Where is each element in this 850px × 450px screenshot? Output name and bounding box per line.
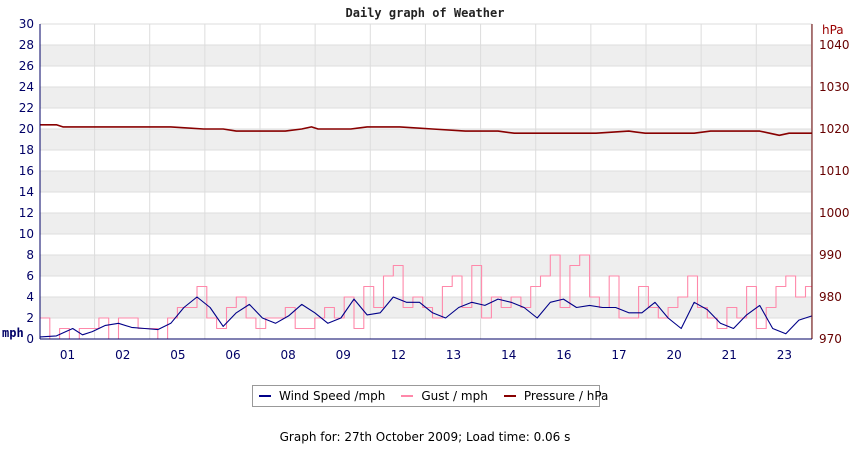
right-tick-label: 990 xyxy=(819,248,842,262)
grid-band xyxy=(40,213,812,234)
legend-item-wind: Wind Speed /mph xyxy=(259,389,385,403)
legend-label-wind: Wind Speed /mph xyxy=(279,389,386,403)
right-tick-label: 1030 xyxy=(819,80,850,94)
right-tick-label: 980 xyxy=(819,290,842,304)
left-tick-label: 26 xyxy=(19,59,34,73)
grid-bands xyxy=(40,45,812,318)
grid-band xyxy=(40,129,812,150)
series-line-wind xyxy=(39,296,813,338)
series-layer xyxy=(39,124,813,340)
x-tick-label: 23 xyxy=(777,348,792,362)
x-tick-label: 20 xyxy=(667,348,682,362)
left-tick-label: 2 xyxy=(26,311,34,325)
legend: Wind Speed /mph Gust / mph Pressure / hP… xyxy=(252,385,608,407)
legend-item-gust: Gust / mph xyxy=(401,389,488,403)
footer-status: Graph for: 27th October 2009; Load time:… xyxy=(279,430,571,444)
right-tick-label: 1000 xyxy=(819,206,850,220)
series-line-pressure xyxy=(40,124,812,137)
chart-title: Daily graph of Weather xyxy=(346,6,505,20)
x-tick-label: 02 xyxy=(115,348,130,362)
x-axis-ticks: 01 02 05 06 08 09 12 13 14 16 17 20 21 23 xyxy=(60,348,792,362)
left-tick-label: 14 xyxy=(19,185,34,199)
right-tick-label: 1010 xyxy=(819,164,850,178)
grid-band xyxy=(40,171,812,192)
x-tick-label: 21 xyxy=(722,348,737,362)
series-line-gust xyxy=(40,254,812,340)
x-tick-label: 08 xyxy=(281,348,296,362)
x-tick-label: 14 xyxy=(501,348,516,362)
left-tick-label: 30 xyxy=(19,17,34,31)
right-axis-unit: hPa xyxy=(822,23,844,37)
left-axis-unit: mph xyxy=(2,326,24,340)
x-tick-label: 06 xyxy=(225,348,240,362)
right-tick-label: 1020 xyxy=(819,122,850,136)
x-tick-label: 16 xyxy=(556,348,571,362)
left-tick-label: 6 xyxy=(26,269,34,283)
legend-label-pressure: Pressure / hPa xyxy=(523,389,609,403)
x-tick-label: 05 xyxy=(170,348,185,362)
left-tick-label: 24 xyxy=(19,80,34,94)
left-tick-label: 22 xyxy=(19,101,34,115)
grid-band xyxy=(40,255,812,276)
left-tick-label: 12 xyxy=(19,206,34,220)
left-tick-label: 8 xyxy=(26,248,34,262)
left-tick-label: 0 xyxy=(26,332,34,346)
grid-band xyxy=(40,45,812,66)
legend-label-gust: Gust / mph xyxy=(421,389,488,403)
right-tick-label: 1040 xyxy=(819,38,850,52)
x-tick-label: 01 xyxy=(60,348,75,362)
left-tick-label: 20 xyxy=(19,122,34,136)
x-tick-label: 13 xyxy=(446,348,461,362)
x-tick-label: 17 xyxy=(611,348,626,362)
x-tick-label: 12 xyxy=(391,348,406,362)
pressure-swatch-icon xyxy=(503,395,516,397)
left-tick-label: 4 xyxy=(26,290,34,304)
grid-band xyxy=(40,87,812,108)
left-tick-label: 16 xyxy=(19,164,34,178)
x-tick-label: 09 xyxy=(336,348,351,362)
left-tick-label: 28 xyxy=(19,38,34,52)
left-tick-label: 18 xyxy=(19,143,34,157)
gust-swatch-icon xyxy=(401,395,414,397)
left-tick-label: 10 xyxy=(19,227,34,241)
wind-swatch-icon xyxy=(259,395,271,397)
right-tick-label: 970 xyxy=(819,332,842,346)
right-axis-ticks: 970 980 990 1000 1010 1020 1030 1040 xyxy=(819,38,850,346)
axes xyxy=(39,24,813,340)
legend-item-pressure: Pressure / hPa xyxy=(503,389,609,403)
